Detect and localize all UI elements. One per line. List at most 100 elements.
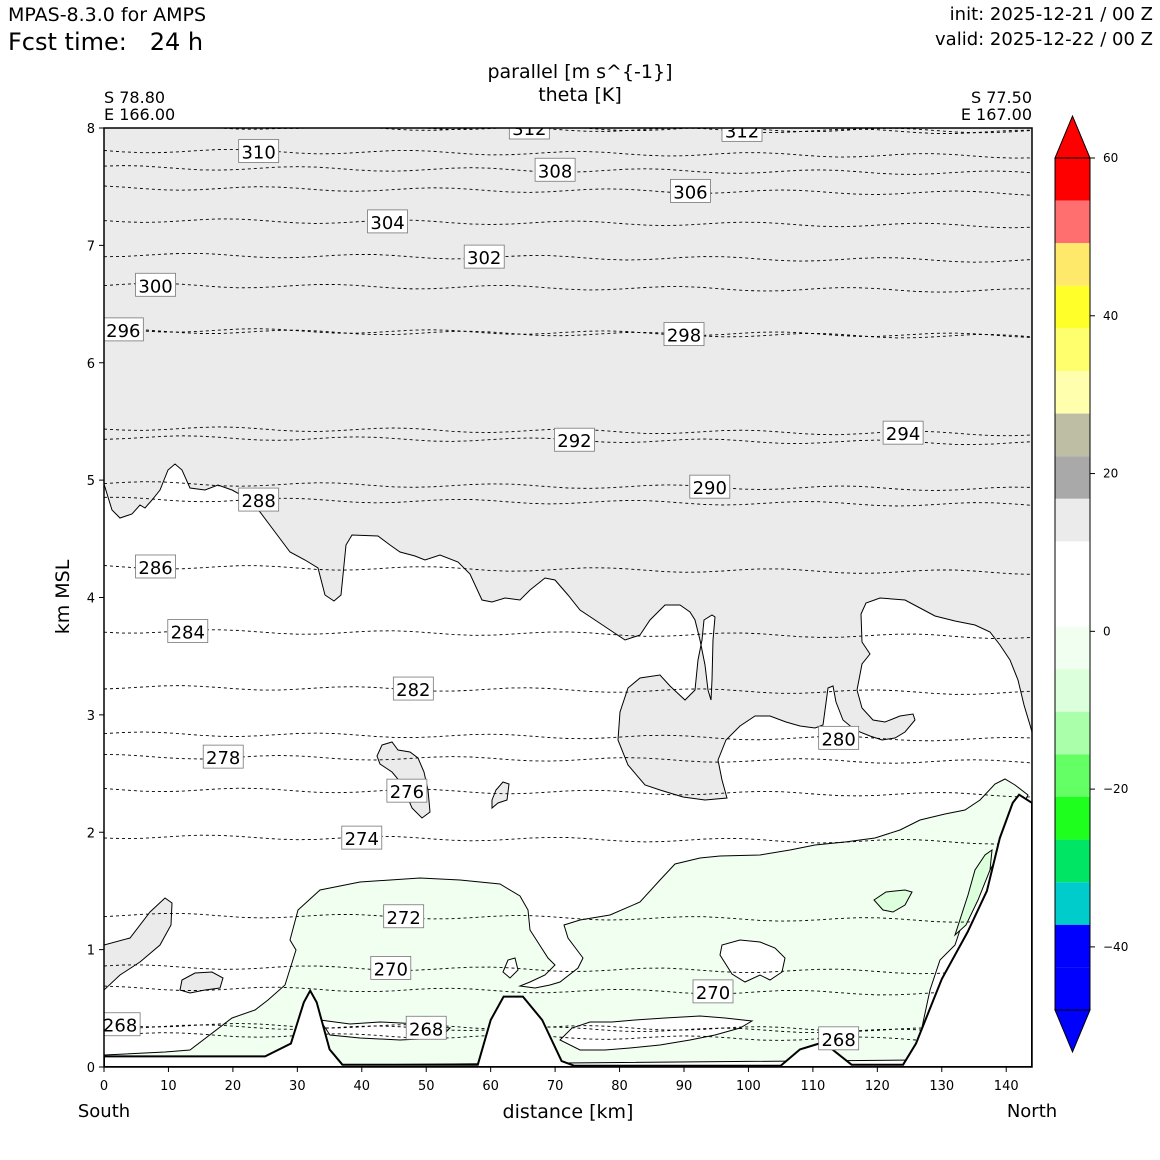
theta-label: 294 (882, 420, 924, 445)
colorbar-segment (1055, 371, 1090, 414)
theta-contour-line (104, 148, 1032, 159)
theta-label-box (202, 744, 244, 769)
left-direction-label: South (78, 1101, 130, 1122)
theta-contour-line (104, 327, 1032, 338)
green-blob-right (873, 889, 913, 913)
theta-label-text: 268 (409, 1019, 443, 1040)
theta-contour-line (212, 128, 1032, 134)
colorbar-tick-label: 0 (1103, 624, 1111, 638)
colorbar-segment (1055, 754, 1090, 797)
theta-label-text: 300 (138, 276, 172, 297)
theta-contour-line (104, 964, 1032, 975)
colorbar-top-arrow (1054, 114, 1091, 159)
white-hole-lower-1 (719, 939, 786, 983)
theta-contour-line (104, 731, 1032, 742)
theta-label-box (341, 825, 383, 850)
theta-label-box (663, 322, 705, 346)
theta-contour-line (104, 481, 1032, 491)
theta-contour-line (104, 496, 1032, 507)
theta-label: 268 (818, 1026, 860, 1051)
x-tick-label: 110 (800, 1079, 825, 1094)
theta-contour-line (104, 985, 1032, 996)
x-tick-label: 80 (611, 1079, 628, 1094)
forecast-time: Fcst time: 24 h (8, 28, 203, 56)
theta-contour-line (104, 629, 1032, 639)
theta-label-text: 312 (725, 121, 759, 142)
y-tick-label: 2 (87, 826, 95, 841)
y-axis: 0 1 2 3 4 5 6 7 8 (87, 122, 104, 1076)
theta-label: 298 (663, 322, 705, 347)
theta-label: 312 (721, 121, 763, 142)
init-time: init: 2025-12-21 / 00 Z (949, 4, 1153, 25)
colorbar-tick-label: 60 (1103, 151, 1118, 165)
theta-label-box (689, 474, 731, 499)
green-strip-right (953, 848, 993, 937)
x-tick-label: 120 (865, 1079, 890, 1094)
theta-label-text: 292 (557, 431, 591, 452)
theta-label: 312 (508, 128, 550, 140)
theta-label-text: 302 (467, 248, 501, 269)
theta-label: 270 (692, 979, 734, 1004)
theta-label-text: 290 (693, 478, 727, 499)
colorbar-segment (1055, 626, 1090, 670)
x-tick-label: 130 (929, 1079, 954, 1094)
theta-label: 290 (689, 474, 731, 499)
theta-contour-line (104, 834, 1032, 845)
colorbar-segment (1055, 797, 1090, 840)
white-hole-lower-2 (559, 1015, 754, 1051)
shaded-blob-small (491, 781, 510, 810)
theta-label-text: 270 (696, 983, 730, 1004)
colorbar-segment (1055, 584, 1090, 627)
y-tick-label: 3 (87, 709, 95, 724)
chart-title-line1: parallel [m s^{-1}] (487, 61, 672, 83)
colorbar-tick-label: 20 (1103, 467, 1118, 481)
theta-label-text: 294 (886, 424, 920, 445)
forecast-time-value: 24 h (149, 28, 204, 56)
theta-contour-line (104, 185, 1032, 196)
x-axis: 0 10 20 30 40 50 60 70 80 90 100 110 120 130 140 (100, 1067, 1019, 1094)
theta-label: 292 (554, 427, 595, 452)
theta-contour-line (104, 1023, 1032, 1033)
y-tick-label: 6 (87, 357, 95, 372)
colorbar-segment (1055, 328, 1090, 371)
theta-label-box (818, 1026, 860, 1051)
theta-contour-line (104, 1032, 1032, 1042)
theta-label-text: 308 (538, 161, 572, 182)
model-title: MPAS-8.3.0 for AMPS (8, 4, 207, 26)
theta-contour-line (104, 252, 1032, 263)
shaded-blob-lower (179, 971, 224, 994)
y-axis-label: km MSL (52, 559, 74, 634)
theta-label-text: 274 (345, 829, 379, 850)
theta-label-text: 268 (103, 1016, 137, 1037)
theta-contour-line (104, 685, 1032, 695)
left-end-lon: E 166.00 (104, 105, 175, 124)
x-tick-label: 50 (418, 1079, 435, 1094)
theta-label: 288 (238, 487, 280, 512)
colorbar-tick-label: 40 (1103, 309, 1118, 323)
theta-label: 274 (341, 825, 383, 850)
colorbar-segment (1055, 200, 1090, 244)
theta-label-text: 286 (138, 558, 172, 579)
theta-label: 300 (135, 272, 176, 297)
colorbar: 60 40 20 0 −20 −40 (1054, 114, 1128, 1054)
y-tick-label: 7 (87, 239, 95, 254)
colorbar-segment (1055, 413, 1090, 457)
theta-label: 272 (383, 904, 425, 929)
theta-label-text: 304 (370, 213, 404, 234)
theta-label-text: 298 (667, 326, 701, 347)
x-tick-label: 90 (676, 1079, 693, 1094)
theta-label-box (405, 1015, 447, 1040)
theta-label-box (238, 139, 280, 163)
theta-label-box (135, 554, 176, 579)
theta-contour-labels: 310 312 312 308 306 304 302 300 298 296 294 292 290 2… (103, 121, 924, 1051)
colorbar-segment (1055, 924, 1090, 968)
theta-label-text: 272 (386, 908, 420, 929)
theta-label: 278 (202, 744, 244, 769)
colorbar-segment (1055, 839, 1090, 883)
theta-contour-line (104, 328, 1032, 339)
theta-label-text: 284 (171, 623, 205, 644)
theta-label-box (818, 725, 860, 750)
theta-label-text: 268 (821, 1030, 855, 1051)
colorbar-bottom-arrow (1054, 1009, 1091, 1054)
